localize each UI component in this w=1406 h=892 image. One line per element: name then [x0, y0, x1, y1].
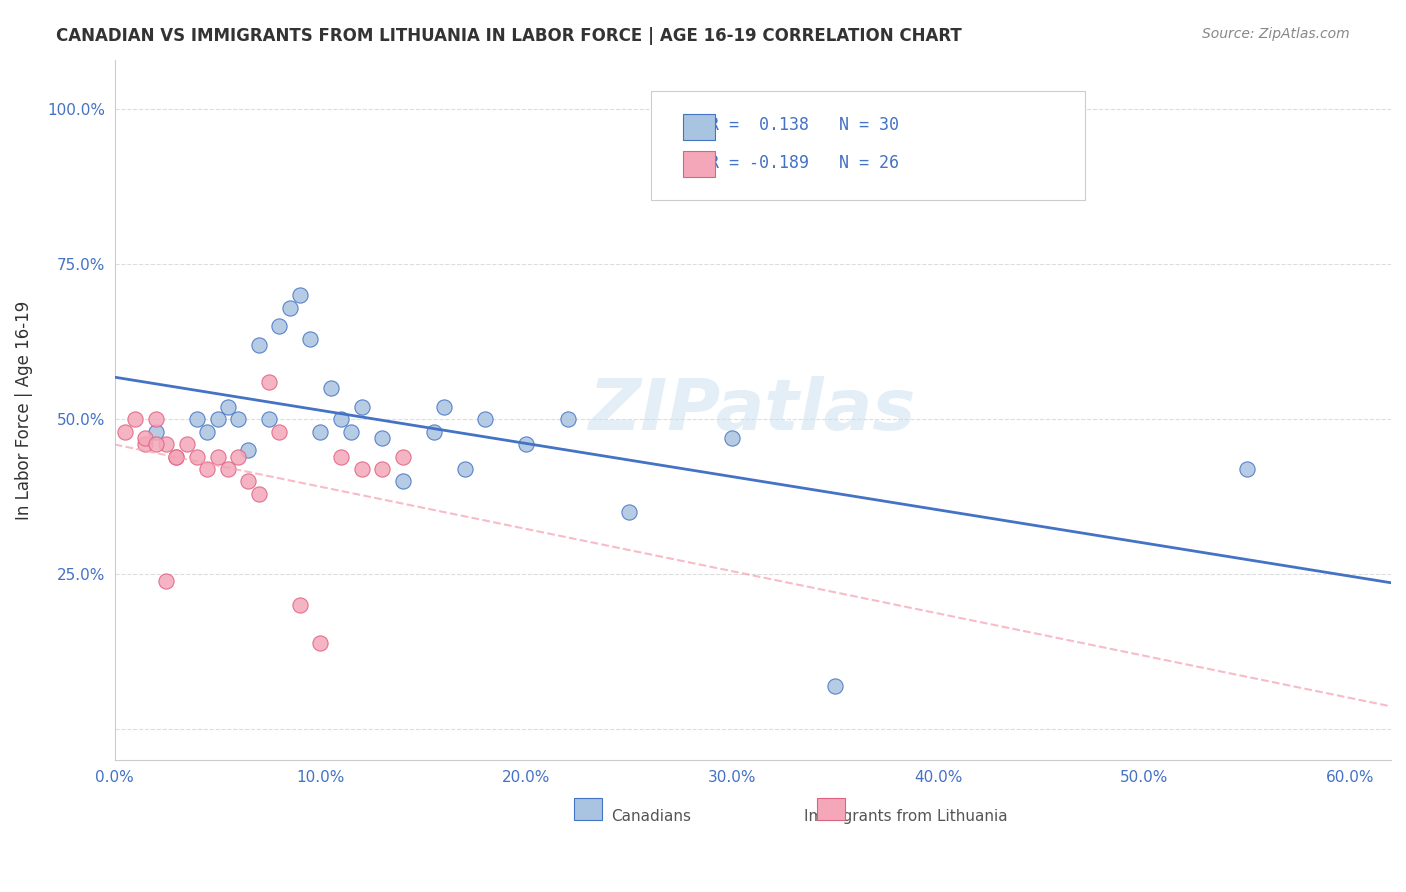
Point	[145, 437, 167, 451]
Point	[247, 338, 270, 352]
Point	[124, 412, 146, 426]
Text: ZIPatlas: ZIPatlas	[589, 376, 917, 444]
Point	[195, 425, 218, 439]
Point	[330, 450, 353, 464]
Point	[145, 412, 167, 426]
Point	[350, 462, 373, 476]
Point	[453, 462, 475, 476]
Point	[207, 450, 229, 464]
Y-axis label: In Labor Force | Age 16-19: In Labor Force | Age 16-19	[15, 301, 32, 520]
Point	[433, 400, 456, 414]
Point	[186, 412, 208, 426]
Point	[207, 412, 229, 426]
Point	[350, 400, 373, 414]
Point	[269, 425, 291, 439]
Text: Canadians: Canadians	[610, 809, 690, 824]
Point	[721, 431, 744, 445]
Point	[247, 487, 270, 501]
Point	[238, 475, 260, 489]
Text: R =  0.138   N = 30: R = 0.138 N = 30	[689, 116, 898, 134]
Point	[422, 425, 444, 439]
Point	[195, 462, 218, 476]
Point	[288, 599, 311, 613]
Point	[371, 431, 394, 445]
FancyBboxPatch shape	[682, 113, 714, 140]
Point	[392, 450, 415, 464]
Text: CANADIAN VS IMMIGRANTS FROM LITHUANIA IN LABOR FORCE | AGE 16-19 CORRELATION CHA: CANADIAN VS IMMIGRANTS FROM LITHUANIA IN…	[56, 27, 962, 45]
Point	[226, 412, 249, 426]
Point	[186, 450, 208, 464]
Text: R = -0.189   N = 26: R = -0.189 N = 26	[689, 154, 898, 172]
Point	[176, 437, 198, 451]
Point	[217, 462, 239, 476]
Point	[134, 431, 156, 445]
Point	[474, 412, 496, 426]
Point	[340, 425, 363, 439]
FancyBboxPatch shape	[817, 797, 845, 820]
Point	[155, 574, 177, 588]
FancyBboxPatch shape	[574, 797, 602, 820]
Point	[515, 437, 537, 451]
Point	[330, 412, 353, 426]
Point	[309, 425, 332, 439]
Point	[114, 425, 136, 439]
Point	[1236, 462, 1258, 476]
Point	[371, 462, 394, 476]
Point	[257, 375, 280, 389]
FancyBboxPatch shape	[682, 151, 714, 178]
Point	[145, 425, 167, 439]
Point	[238, 443, 260, 458]
Point	[288, 288, 311, 302]
Point	[226, 450, 249, 464]
Point	[155, 437, 177, 451]
Point	[257, 412, 280, 426]
FancyBboxPatch shape	[651, 91, 1084, 200]
Point	[557, 412, 579, 426]
Point	[319, 381, 342, 395]
Point	[269, 319, 291, 334]
Point	[165, 450, 187, 464]
Point	[309, 635, 332, 649]
Point	[299, 332, 322, 346]
Point	[217, 400, 239, 414]
Text: Source: ZipAtlas.com: Source: ZipAtlas.com	[1202, 27, 1350, 41]
Point	[619, 505, 641, 519]
Point	[165, 450, 187, 464]
Point	[392, 475, 415, 489]
Point	[824, 679, 846, 693]
Point	[278, 301, 301, 315]
Point	[134, 437, 156, 451]
Text: Immigrants from Lithuania: Immigrants from Lithuania	[804, 809, 1008, 824]
